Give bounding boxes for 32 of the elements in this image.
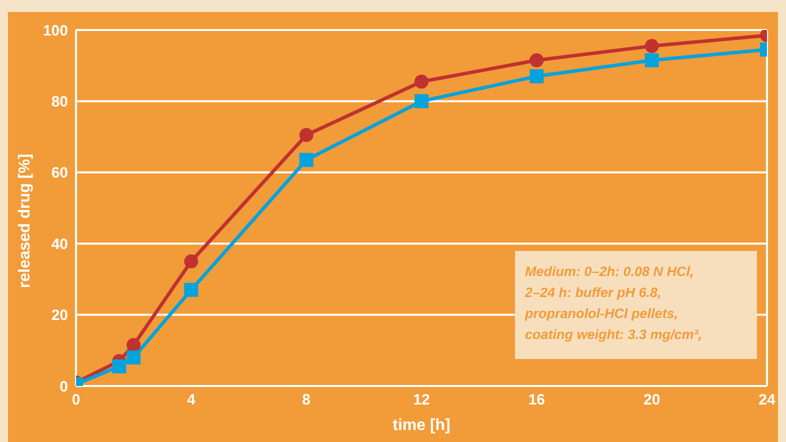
x-tick-label: 20 (643, 392, 660, 409)
y-tick-label: 60 (51, 164, 68, 182)
point (644, 53, 659, 68)
x-tick-label: 8 (302, 392, 311, 409)
point (530, 69, 544, 84)
point (126, 338, 141, 352)
point (299, 128, 314, 142)
x-tick-label: 24 (758, 392, 776, 409)
point (299, 152, 314, 167)
point (644, 39, 659, 54)
x-axis-title: time [h] (392, 417, 450, 434)
y-tick-label: 40 (51, 236, 68, 253)
x-tick-label: 0 (72, 392, 80, 409)
point (530, 53, 544, 68)
point (126, 350, 141, 365)
x-tick-label: 12 (413, 392, 430, 409)
y-tick-label: 80 (51, 94, 68, 111)
point (414, 74, 428, 89)
y-tick-label: 20 (51, 307, 68, 324)
point (184, 282, 198, 297)
y-tick-label: 100 (42, 22, 68, 40)
annotation: Medium: 0–2h: 0.08 N HCl, (525, 263, 695, 281)
annotation: 2–24 h: buffer pH 6.8, (525, 284, 662, 302)
y-tick-label: 0 (60, 378, 68, 396)
point (184, 254, 198, 268)
x-tick-label: 16 (528, 392, 546, 409)
point (112, 359, 126, 374)
annotation: coating weight: 3.3 mg/cm³, (525, 326, 704, 344)
x-tick-label: 4 (186, 392, 196, 409)
y-axis-title: released drug [%] (16, 154, 34, 288)
point (414, 94, 428, 108)
annotation: propranolol-HCl pellets, (525, 305, 680, 323)
